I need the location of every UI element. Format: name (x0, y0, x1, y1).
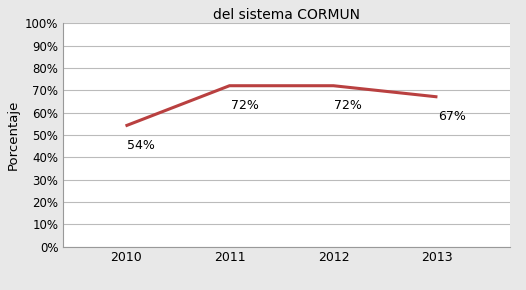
Y-axis label: Porcentaje: Porcentaje (6, 100, 19, 170)
Text: 67%: 67% (439, 110, 467, 123)
Text: 54%: 54% (127, 139, 155, 152)
Text: 72%: 72% (230, 99, 258, 112)
Text: 72%: 72% (335, 99, 362, 112)
Title: del sistema CORMUN: del sistema CORMUN (213, 8, 360, 22)
